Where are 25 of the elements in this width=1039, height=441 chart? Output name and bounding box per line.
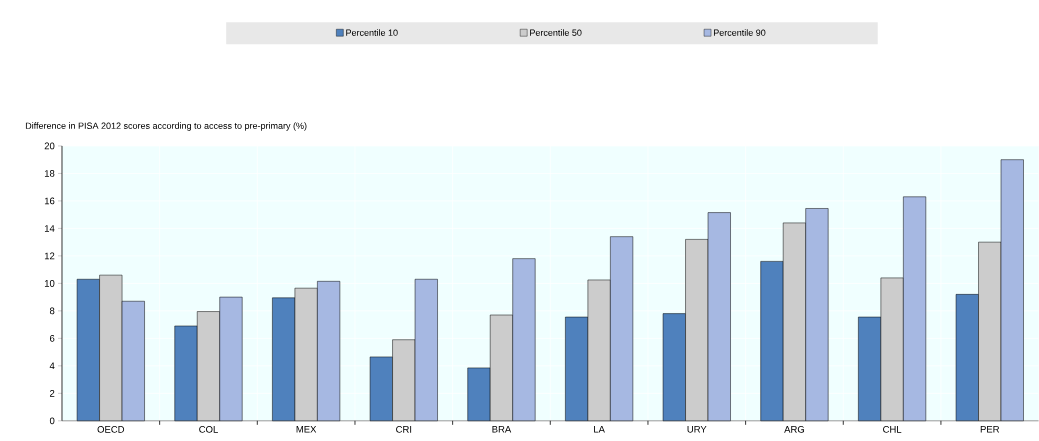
x-tick-label: URY [687, 426, 707, 433]
y-axis-title: Difference in PISA 2012 scores according to access to pre-primary (%) [25, 122, 307, 131]
x-tick-label: ARG [784, 426, 805, 433]
y-tick-label: 0 [49, 417, 55, 425]
y-tick-label: 8 [49, 307, 55, 315]
y-tick-label: 16 [44, 197, 55, 205]
y-tick-label: 2 [49, 390, 55, 397]
x-tick-label: COL [199, 426, 218, 433]
x-tick-label: PER [980, 426, 1000, 433]
x-tick-label: OECD [97, 426, 125, 433]
x-tick-label: CRI [396, 426, 412, 433]
y-tick-label: 20 [44, 142, 55, 150]
y-tick-label: 12 [44, 252, 55, 260]
legend-label: Percentile 50 [530, 29, 582, 36]
x-tick-label: MEX [296, 426, 317, 433]
x-tick-label: BRA [492, 426, 512, 433]
y-tick-label: 4 [49, 362, 55, 370]
legend-label: Percentile 90 [713, 29, 766, 36]
y-tick-label: 14 [44, 225, 55, 232]
y-tick-label: 6 [50, 335, 55, 342]
y-tick-label: 18 [44, 170, 55, 177]
y-tick-label: 10 [44, 280, 55, 287]
x-tick-label: LA [594, 426, 605, 433]
x-tick-label: CHL [883, 426, 902, 433]
legend-label: Percentile 10 [346, 29, 398, 36]
